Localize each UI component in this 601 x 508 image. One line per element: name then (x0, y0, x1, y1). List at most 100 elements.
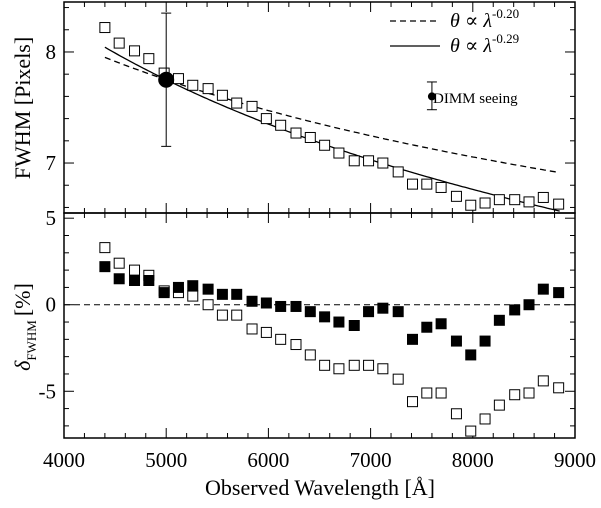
fwhm-point (392, 166, 404, 178)
fwhm-point (348, 155, 360, 167)
model-curve-solid (104, 46, 560, 212)
delta-point-filled (246, 295, 258, 307)
fwhm-point (407, 178, 419, 190)
fwhm-point (421, 178, 433, 190)
y-tick-label-bottom: 5 (46, 206, 57, 230)
delta-point-filled (333, 316, 345, 328)
delta-point-open (509, 389, 521, 401)
delta-point-filled (143, 275, 155, 286)
y-tick-label-top: 7 (46, 151, 57, 175)
delta-point-filled (465, 349, 477, 361)
top-marks (99, 12, 565, 212)
fwhm-point (377, 157, 389, 169)
fwhm-point (246, 100, 258, 112)
x-tick-label: 7000 (350, 448, 392, 472)
fwhm-point (216, 89, 228, 101)
legend-entry-dashed: θ ∝ λ-0.20 (450, 6, 519, 32)
delta-point-open (421, 387, 433, 399)
delta-point-filled (99, 261, 111, 273)
svg-text:δFWHM[%]: δFWHM [%] (10, 283, 39, 371)
y-tick-label-bottom: -5 (39, 379, 57, 403)
dimm-seeing-point (158, 71, 175, 88)
bottom-marks (64, 242, 575, 437)
top-y-axis-label: FWHM [Pixels] (10, 37, 35, 179)
delta-point-open (392, 373, 404, 385)
delta-point-open (187, 290, 199, 302)
delta-unit: [%] (10, 283, 35, 316)
delta-subscript: FWHM (24, 320, 39, 361)
fwhm-point (537, 191, 549, 203)
fwhm-point (187, 79, 199, 91)
fwhm-point (231, 97, 243, 109)
delta-point-open (523, 387, 535, 399)
delta-point-open (260, 326, 272, 338)
delta-point-filled (172, 281, 184, 293)
delta-point-open (246, 323, 258, 335)
bottom-y-axis-label: δFWHM [%] (10, 283, 39, 371)
delta-point-open (304, 349, 316, 361)
delta-point-open (465, 425, 477, 437)
delta-point-filled (319, 311, 331, 323)
delta-point-filled (553, 287, 565, 299)
legend: θ ∝ λ-0.20 θ ∝ λ-0.29 (390, 6, 519, 57)
delta-point-open (275, 333, 287, 345)
bottom-panel-frame (63, 212, 576, 439)
fwhm-point (465, 199, 477, 211)
fwhm-point (172, 73, 184, 85)
delta-point-open (348, 359, 360, 371)
x-tick-label: 6000 (247, 448, 289, 472)
delta-point-filled (231, 288, 243, 300)
fwhm-point (319, 139, 331, 151)
delta-point-open (113, 257, 125, 269)
x-axis-label: Observed Wavelength [Å] (205, 475, 435, 500)
dimm-seeing-label: DIMM seeing (433, 91, 518, 107)
delta-point-filled (275, 300, 287, 312)
delta-point-filled (363, 306, 375, 318)
delta-point-filled (537, 283, 549, 295)
fwhm-point (363, 155, 375, 167)
delta-point-filled (523, 299, 535, 311)
fwhm-point (493, 194, 505, 206)
fwhm-point (450, 190, 462, 202)
x-tick-label: 5000 (145, 448, 187, 472)
delta-point-open (537, 375, 549, 387)
delta-point-filled (348, 320, 360, 331)
delta-point-open (99, 242, 111, 254)
top-ticks: 78 (46, 2, 576, 213)
delta-point-open (290, 339, 302, 351)
delta-point-filled (129, 275, 141, 286)
y-tick-label-bottom: 0 (46, 293, 57, 317)
fwhm-point (435, 181, 447, 193)
delta-point-filled (392, 306, 404, 318)
fwhm-point (290, 127, 302, 139)
delta-point-filled (435, 318, 447, 330)
fwhm-point (509, 194, 521, 206)
x-tick-label: 4000 (43, 448, 85, 472)
delta-point-filled (421, 321, 433, 333)
fwhm-point (333, 147, 345, 159)
delta-point-filled (202, 283, 214, 295)
delta-point-open (333, 363, 345, 375)
dimm-legend-key-point (427, 92, 436, 101)
fwhm-point (523, 196, 535, 208)
delta-point-filled (450, 335, 462, 347)
y-tick-label-top: 8 (46, 40, 57, 64)
delta-point-filled (493, 314, 505, 326)
delta-point-open (129, 264, 141, 276)
delta-point-open (377, 363, 389, 375)
delta-point-filled (216, 288, 228, 300)
legend-entry-solid: θ ∝ λ-0.29 (450, 31, 519, 57)
fwhm-point (260, 113, 272, 125)
delta-point-filled (113, 273, 125, 285)
delta-point-open (363, 359, 375, 371)
delta-point-filled (187, 280, 199, 292)
fwhm-point (553, 198, 565, 210)
fwhm-point (304, 131, 316, 143)
delta-symbol: δ (10, 360, 35, 371)
delta-point-open (202, 299, 214, 311)
x-tick-label: 9000 (554, 448, 596, 472)
fwhm-point (479, 197, 491, 209)
x-tick-label: 8000 (452, 448, 494, 472)
